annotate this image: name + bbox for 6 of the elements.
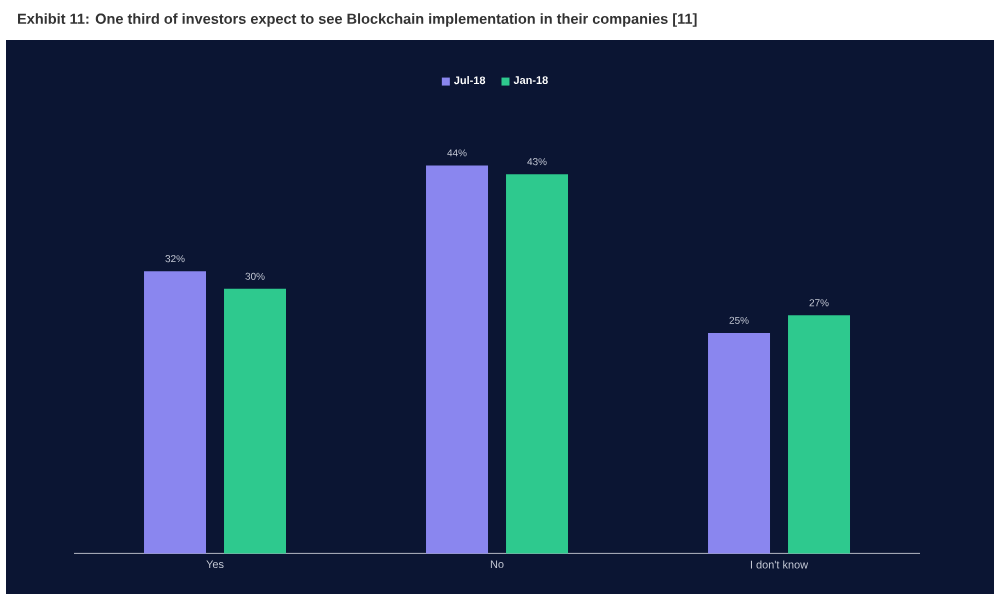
bar bbox=[708, 332, 771, 554]
bar bbox=[426, 165, 489, 554]
bar bbox=[788, 315, 851, 554]
bar bbox=[506, 174, 569, 554]
bar bbox=[224, 288, 287, 554]
bar bbox=[144, 271, 207, 554]
